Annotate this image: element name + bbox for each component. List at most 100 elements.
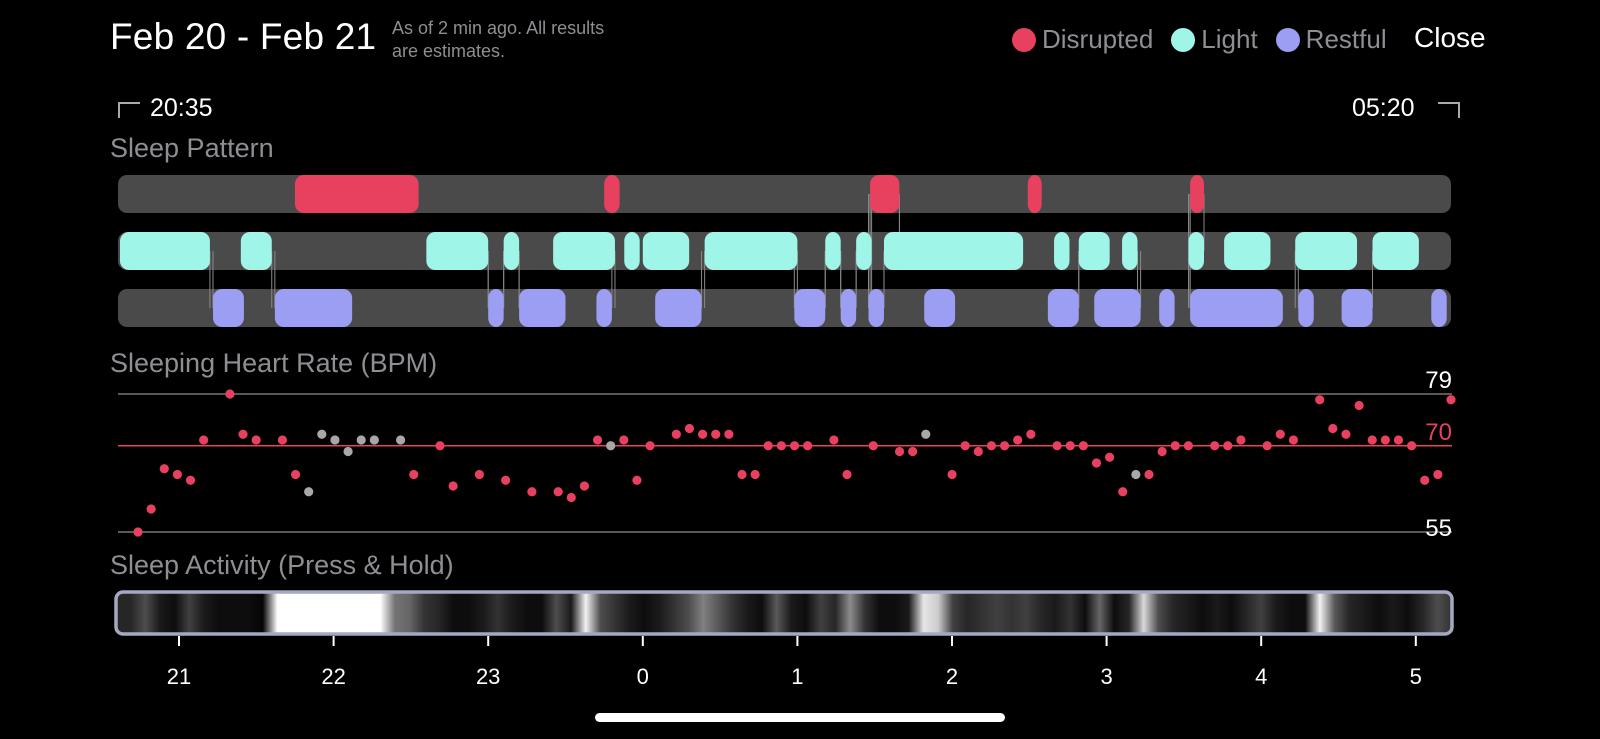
hr-point <box>330 435 340 445</box>
pattern-segment-restful <box>1190 289 1283 327</box>
hr-point <box>776 441 786 451</box>
pattern-segment-restful <box>213 289 244 327</box>
close-button[interactable]: Close <box>1414 22 1486 53</box>
date-range-title: Feb 20 - Feb 21 <box>110 16 377 57</box>
hr-point <box>1223 441 1233 451</box>
pattern-segment-disrupted <box>294 175 419 213</box>
pattern-segment-light <box>120 232 210 270</box>
hr-point <box>146 504 156 514</box>
pattern-segment-light <box>856 232 872 270</box>
pattern-segment-restful <box>1431 289 1447 327</box>
hr-point <box>1078 441 1088 451</box>
hr-point <box>369 435 379 445</box>
hr-point <box>225 389 235 399</box>
hr-point <box>448 481 458 491</box>
time-axis-label: 23 <box>475 664 501 689</box>
hr-point <box>1144 469 1154 480</box>
hr-point <box>1183 441 1193 451</box>
pattern-segment-restful <box>1094 289 1141 327</box>
pattern-segment-light <box>1295 232 1358 270</box>
pattern-segment-light <box>1188 232 1204 270</box>
activity-bar[interactable] <box>114 590 1454 636</box>
hr-point <box>343 446 353 457</box>
disrupted-dot-icon <box>1012 27 1036 52</box>
pattern-segment-light <box>825 232 841 270</box>
time-axis-label: 5 <box>1409 664 1422 689</box>
pattern-segment-disrupted <box>1027 175 1042 213</box>
pattern-segment-light <box>1122 232 1138 270</box>
pattern-segment-light <box>503 232 520 270</box>
hr-point <box>290 469 301 480</box>
hr-point <box>277 435 288 445</box>
range-end-bracket-icon <box>1438 102 1460 118</box>
hr-point <box>1433 469 1443 480</box>
hr-point <box>1131 469 1141 480</box>
hr-point <box>1118 487 1128 497</box>
pattern-segment-light <box>240 232 272 270</box>
hr-point <box>1262 441 1272 451</box>
legend-disrupted: Disrupted <box>1012 24 1153 55</box>
hr-point <box>1393 435 1404 445</box>
hr-point <box>1341 429 1351 439</box>
pattern-segment-restful <box>1341 289 1373 327</box>
time-axis-label: 1 <box>791 664 804 689</box>
activity-label: Sleep Activity (Press & Hold) <box>110 550 454 580</box>
range-end-time: 05:20 <box>1352 94 1415 122</box>
hr-point <box>1026 429 1036 439</box>
pattern-segment-restful <box>868 289 884 327</box>
hr-point <box>842 469 852 480</box>
activity-strip[interactable] <box>114 590 1454 646</box>
hr-point <box>803 441 813 451</box>
pattern-segment-light <box>553 232 615 270</box>
hr-point <box>1105 452 1115 462</box>
hr-point <box>1052 441 1062 451</box>
hr-point <box>921 429 931 439</box>
hr-point <box>592 435 603 445</box>
hr-point <box>1380 435 1390 445</box>
pattern-segment-light <box>899 232 1024 270</box>
hr-point <box>1091 458 1102 468</box>
hr-point <box>317 429 327 439</box>
hr-point <box>697 429 708 439</box>
hr-point <box>606 441 616 451</box>
pattern-segment-restful <box>274 289 353 327</box>
hr-point <box>172 469 182 480</box>
pattern-segment-disrupted <box>1190 175 1204 213</box>
hr-avg-label: 70 <box>1425 419 1452 446</box>
hr-point <box>1420 475 1430 485</box>
hr-point <box>1170 441 1180 451</box>
pattern-segment-restful <box>1298 289 1314 327</box>
hr-point <box>1288 435 1299 445</box>
hr-point <box>645 441 655 451</box>
hr-point <box>527 487 537 497</box>
hr-point <box>185 475 196 485</box>
legend-restful: Restful <box>1275 24 1387 55</box>
home-indicator[interactable] <box>595 713 1005 722</box>
hr-point <box>251 435 261 445</box>
hr-point <box>999 441 1010 451</box>
hr-point <box>632 475 642 485</box>
hr-point <box>1354 400 1364 411</box>
time-axis-label: 3 <box>1100 664 1113 689</box>
sleep-pattern-label: Sleep Pattern <box>110 133 274 163</box>
hr-point <box>1328 423 1338 434</box>
hr-point <box>553 487 563 497</box>
pattern-segment-light <box>1372 232 1419 270</box>
hr-point <box>763 441 773 451</box>
pattern-segment-restful <box>596 289 612 327</box>
hr-point <box>238 429 248 439</box>
pattern-segment-light <box>642 232 690 270</box>
heart-rate-chart <box>118 389 1456 537</box>
hr-point <box>1407 441 1417 451</box>
hr-point <box>133 527 143 537</box>
estimate-note: As of 2 min ago. All results are estimat… <box>392 17 682 63</box>
hr-point <box>1210 441 1220 451</box>
hr-point <box>986 441 997 451</box>
legend-light-label: Light <box>1201 24 1258 54</box>
pattern-segment-restful <box>924 289 956 327</box>
pattern-segment-restful <box>1159 289 1175 327</box>
pattern-segment-light <box>624 232 640 270</box>
time-axis-label: 22 <box>321 664 346 689</box>
hr-point <box>973 446 983 457</box>
